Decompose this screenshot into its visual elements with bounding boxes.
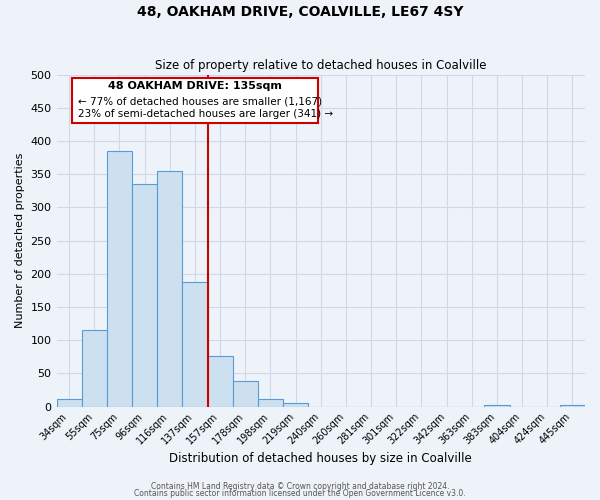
Y-axis label: Number of detached properties: Number of detached properties	[15, 153, 25, 328]
X-axis label: Distribution of detached houses by size in Coalville: Distribution of detached houses by size …	[169, 452, 472, 465]
Text: ← 77% of detached houses are smaller (1,167): ← 77% of detached houses are smaller (1,…	[77, 96, 322, 106]
Text: Contains public sector information licensed under the Open Government Licence v3: Contains public sector information licen…	[134, 489, 466, 498]
Text: 23% of semi-detached houses are larger (341) →: 23% of semi-detached houses are larger (…	[77, 110, 333, 120]
Text: Contains HM Land Registry data © Crown copyright and database right 2024.: Contains HM Land Registry data © Crown c…	[151, 482, 449, 491]
Bar	[107, 151, 132, 406]
Bar	[82, 330, 107, 406]
Text: 48 OAKHAM DRIVE: 135sqm: 48 OAKHAM DRIVE: 135sqm	[109, 81, 282, 91]
Text: 48, OAKHAM DRIVE, COALVILLE, LE67 4SY: 48, OAKHAM DRIVE, COALVILLE, LE67 4SY	[137, 5, 463, 19]
Title: Size of property relative to detached houses in Coalville: Size of property relative to detached ho…	[155, 59, 487, 72]
Bar	[258, 398, 283, 406]
Bar	[208, 356, 233, 406]
Bar	[233, 382, 258, 406]
Bar	[283, 404, 308, 406]
FancyBboxPatch shape	[73, 78, 318, 122]
Bar	[56, 398, 82, 406]
Bar	[157, 171, 182, 406]
Bar	[132, 184, 157, 406]
Bar	[182, 282, 208, 406]
